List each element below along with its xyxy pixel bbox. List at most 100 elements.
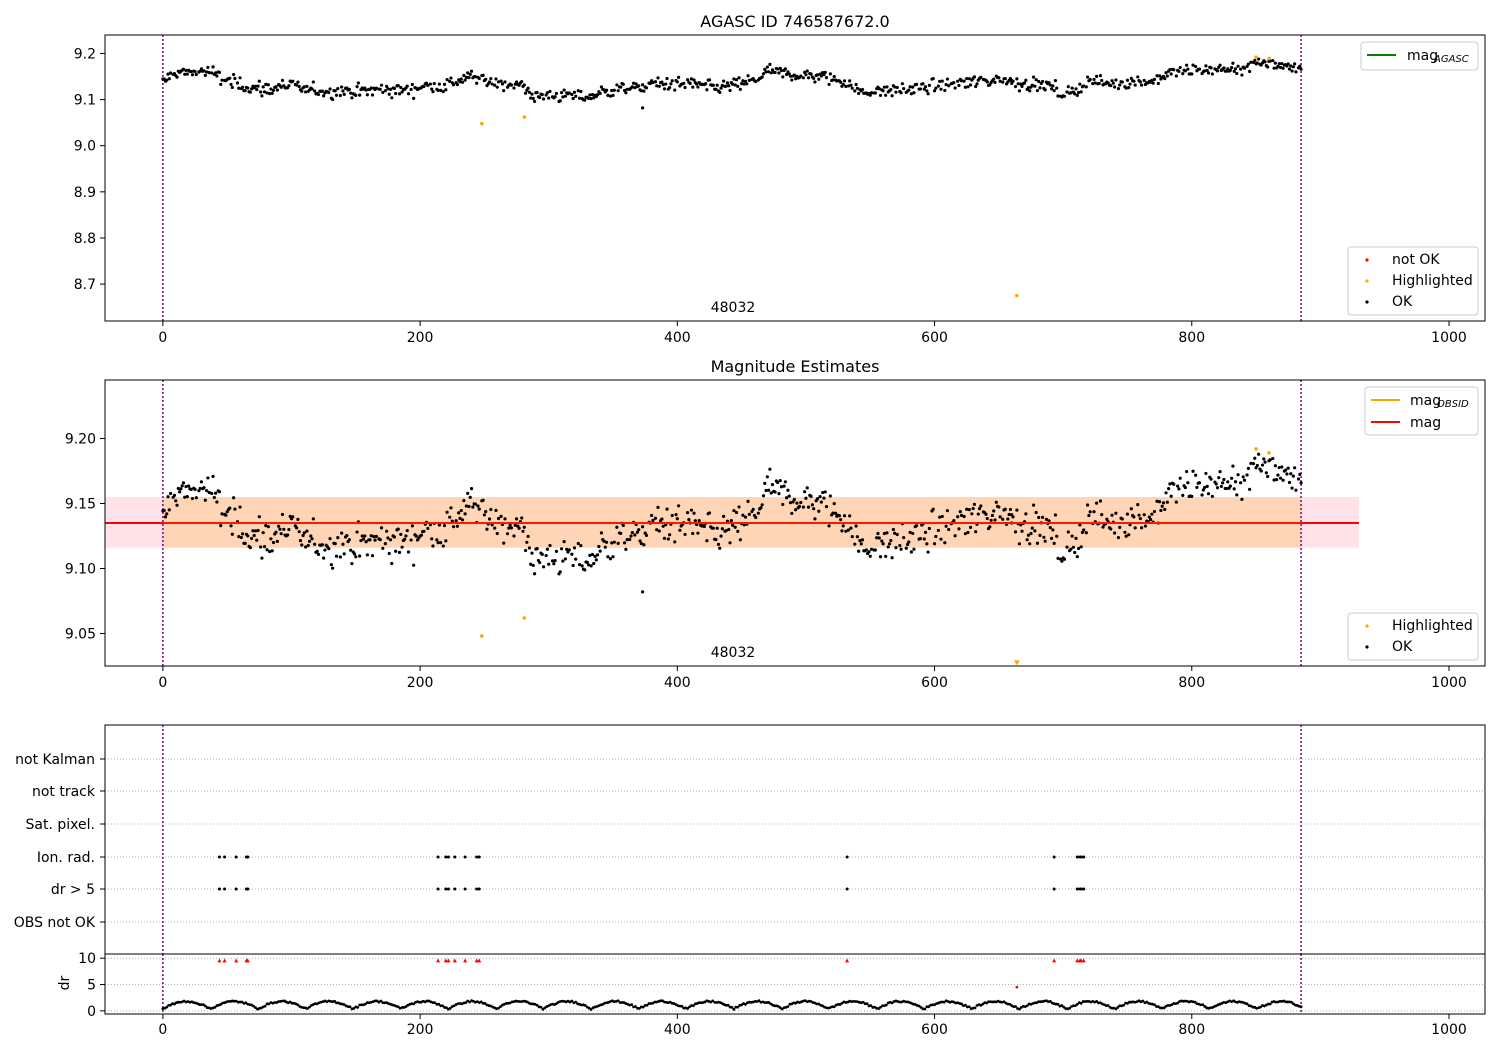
ok-point	[166, 495, 170, 499]
ok-point	[840, 529, 844, 533]
ok-point	[270, 91, 274, 95]
ok-point	[503, 517, 507, 521]
ok-point	[963, 85, 968, 89]
ok-point	[957, 527, 961, 531]
ok-point	[857, 549, 861, 553]
ok-point	[893, 531, 897, 535]
flag-point	[444, 887, 448, 891]
ok-point	[363, 534, 367, 538]
ok-point	[976, 512, 980, 516]
ok-point	[388, 538, 393, 542]
ok-point	[1109, 83, 1113, 88]
ok-point	[547, 562, 551, 566]
ok-point	[665, 507, 669, 511]
legend-ok-label: OK	[1392, 294, 1413, 310]
ok-point	[514, 517, 519, 521]
ok-point	[1070, 534, 1074, 538]
ok-point	[1172, 68, 1176, 72]
ok-point	[595, 553, 600, 557]
ok-point	[422, 529, 426, 533]
ok-point	[925, 542, 929, 546]
ok-point	[1204, 471, 1208, 476]
ok-point	[610, 88, 614, 93]
ok-point	[1255, 463, 1259, 468]
ok-point	[745, 82, 749, 86]
ok-point	[1286, 466, 1290, 470]
ok-point	[275, 539, 279, 544]
ok-point	[1100, 513, 1104, 517]
dr-point	[529, 1002, 533, 1006]
ok-point	[890, 556, 894, 560]
ok-point	[1168, 482, 1172, 486]
ok-point	[977, 506, 982, 511]
ok-point	[1031, 503, 1036, 507]
flag-row-label: not track	[32, 784, 96, 800]
ok-point	[956, 79, 960, 83]
ok-point	[1133, 526, 1137, 530]
ok-point	[1151, 81, 1155, 85]
ok-point	[909, 550, 913, 554]
ok-point	[210, 71, 214, 75]
ok-point	[927, 83, 931, 87]
dr-point	[1176, 1001, 1180, 1005]
ok-point	[893, 85, 897, 89]
ok-point	[1240, 497, 1244, 501]
ok-point	[1026, 86, 1031, 90]
ok-point	[1062, 557, 1067, 561]
ok-point	[1235, 71, 1239, 76]
ok-point	[1233, 480, 1238, 484]
ok-point	[484, 77, 488, 81]
ok-point	[313, 89, 317, 93]
ok-point	[1084, 531, 1088, 535]
dr-point	[265, 1002, 269, 1006]
ok-point	[855, 535, 859, 539]
ok-point	[256, 528, 260, 533]
legend-highlighted-marker	[1365, 624, 1369, 628]
ok-point	[732, 508, 736, 513]
ok-point	[538, 95, 542, 100]
x-tick-label: 800	[1178, 1022, 1205, 1038]
ok-point	[731, 82, 735, 86]
ok-point	[1013, 530, 1018, 534]
ok-point	[669, 82, 673, 86]
ok-point	[813, 80, 817, 84]
ok-point	[736, 529, 740, 533]
ok-point	[579, 89, 583, 94]
ok-point	[918, 87, 922, 91]
ok-point	[336, 535, 340, 540]
dr-over-limit-point	[452, 958, 457, 963]
ok-point	[1205, 68, 1209, 73]
ok-point	[1236, 64, 1240, 68]
ok-point	[437, 82, 441, 86]
ok-point	[509, 83, 514, 87]
ok-point	[1218, 63, 1222, 67]
ok-point	[512, 534, 516, 538]
ok-point	[644, 86, 649, 90]
ok-point	[746, 74, 750, 78]
ok-point	[1098, 74, 1103, 78]
ok-point	[331, 97, 335, 102]
ok-point	[831, 511, 835, 515]
ok-point	[878, 555, 883, 559]
ok-point	[562, 88, 566, 92]
ok-point	[849, 526, 853, 530]
ok-point	[1066, 530, 1070, 534]
ok-point	[1251, 462, 1256, 466]
ok-point	[1042, 535, 1046, 539]
flag-point	[463, 887, 467, 891]
ok-point	[431, 544, 435, 548]
ok-point	[268, 550, 272, 554]
ok-point	[577, 562, 582, 567]
ok-point	[993, 518, 997, 522]
ok-point	[882, 85, 886, 89]
ok-point	[1224, 69, 1229, 73]
ok-point	[997, 505, 1001, 509]
ok-point	[280, 512, 285, 517]
ok-point	[943, 541, 947, 545]
dr-over-limit-point	[1075, 958, 1080, 963]
ok-point	[1194, 64, 1198, 69]
ok-point	[392, 86, 396, 90]
ok-point	[481, 498, 485, 502]
ok-point	[430, 537, 434, 541]
ok-point	[230, 85, 234, 90]
